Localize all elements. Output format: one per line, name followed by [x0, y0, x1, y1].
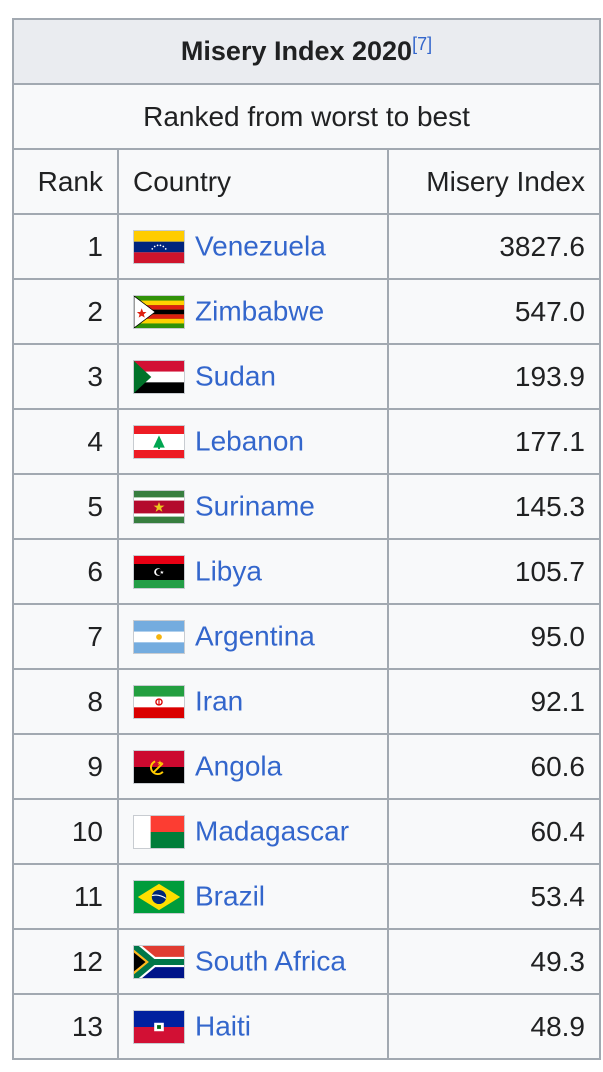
misery-index-table: Misery Index 2020[7] Ranked from worst t… [12, 18, 601, 1060]
header-country: Country [117, 148, 389, 215]
country-link[interactable]: Lebanon [195, 425, 305, 457]
suriname-flag-icon[interactable] [133, 489, 185, 524]
country-link[interactable]: Suriname [195, 490, 315, 522]
rank-cell: 7 [12, 603, 119, 670]
country-cell: Libya [117, 538, 389, 605]
table-row: 12 South Africa 49.3 [12, 928, 601, 995]
country-link[interactable]: Sudan [195, 360, 276, 392]
country-cell: Suriname [117, 473, 389, 540]
misery-index-cell: 193.9 [387, 343, 601, 410]
misery-index-cell: 177.1 [387, 408, 601, 475]
country-cell: South Africa [117, 928, 389, 995]
country-link[interactable]: Argentina [195, 620, 315, 652]
venezuela-flag-icon[interactable] [133, 229, 185, 264]
argentina-flag-icon[interactable] [133, 619, 185, 654]
table-row: 6 Libya 105.7 [12, 538, 601, 605]
misery-index-cell: 95.0 [387, 603, 601, 670]
table-caption-row: Misery Index 2020[7] [12, 18, 601, 85]
table-row: 7 Argentina 95.0 [12, 603, 601, 670]
misery-index-cell: 60.6 [387, 733, 601, 800]
table-row: 2 Zimbabwe 547.0 [12, 278, 601, 345]
misery-index-cell: 145.3 [387, 473, 601, 540]
misery-index-cell: 92.1 [387, 668, 601, 735]
table-row: 5 Suriname 145.3 [12, 473, 601, 540]
misery-index-cell: 3827.6 [387, 213, 601, 280]
table-subtitle: Ranked from worst to best [12, 83, 601, 150]
rank-cell: 4 [12, 408, 119, 475]
lebanon-flag-icon[interactable] [133, 424, 185, 459]
misery-index-cell: 53.4 [387, 863, 601, 930]
country-link[interactable]: Iran [195, 685, 244, 717]
table-title-cell: Misery Index 2020[7] [12, 18, 601, 85]
table-row: 3 Sudan 193.9 [12, 343, 601, 410]
header-rank: Rank [12, 148, 119, 215]
country-link[interactable]: Brazil [195, 880, 266, 912]
rank-cell: 1 [12, 213, 119, 280]
table-row: 1 Venezuela 3827.6 [12, 213, 601, 280]
madagascar-flag-icon[interactable] [133, 814, 185, 849]
table-row: 4 Lebanon 177.1 [12, 408, 601, 475]
rank-cell: 11 [12, 863, 119, 930]
rank-cell: 2 [12, 278, 119, 345]
misery-index-cell: 105.7 [387, 538, 601, 605]
rank-cell: 5 [12, 473, 119, 540]
country-cell: Zimbabwe [117, 278, 389, 345]
country-cell: Sudan [117, 343, 389, 410]
haiti-flag-icon[interactable] [133, 1009, 185, 1044]
table-row: 10 Madagascar 60.4 [12, 798, 601, 865]
country-link[interactable]: Haiti [195, 1010, 252, 1042]
south-africa-flag-icon[interactable] [133, 944, 185, 979]
country-cell: Venezuela [117, 213, 389, 280]
country-cell: Angola [117, 733, 389, 800]
country-cell: Brazil [117, 863, 389, 930]
rank-cell: 12 [12, 928, 119, 995]
country-cell: Haiti [117, 993, 389, 1060]
sudan-flag-icon[interactable] [133, 359, 185, 394]
header-misery-index: Misery Index [387, 148, 601, 215]
misery-index-cell: 547.0 [387, 278, 601, 345]
zimbabwe-flag-icon[interactable] [133, 294, 185, 329]
country-link[interactable]: Zimbabwe [195, 295, 325, 327]
country-cell: Argentina [117, 603, 389, 670]
country-cell: Iran [117, 668, 389, 735]
table-header-row: Rank Country Misery Index [12, 148, 601, 215]
rank-cell: 13 [12, 993, 119, 1060]
table-title: Misery Index 2020 [180, 36, 413, 66]
rank-cell: 10 [12, 798, 119, 865]
country-link[interactable]: Venezuela [195, 230, 326, 262]
rank-cell: 9 [12, 733, 119, 800]
iran-flag-icon[interactable] [133, 684, 185, 719]
brazil-flag-icon[interactable] [133, 879, 185, 914]
country-cell: Lebanon [117, 408, 389, 475]
country-link[interactable]: Madagascar [195, 815, 350, 847]
reference-link[interactable]: [7] [412, 34, 433, 54]
misery-index-cell: 60.4 [387, 798, 601, 865]
rank-cell: 8 [12, 668, 119, 735]
country-link[interactable]: South Africa [195, 945, 346, 977]
angola-flag-icon[interactable] [133, 749, 185, 784]
table-row: 13 Haiti 48.9 [12, 993, 601, 1060]
reference-sup: [7] [412, 34, 432, 54]
rank-cell: 6 [12, 538, 119, 605]
misery-index-cell: 49.3 [387, 928, 601, 995]
table-row: 11 Brazil 53.4 [12, 863, 601, 930]
country-link[interactable]: Libya [195, 555, 262, 587]
country-link[interactable]: Angola [195, 750, 283, 782]
table-row: 8 Iran 92.1 [12, 668, 601, 735]
country-cell: Madagascar [117, 798, 389, 865]
rank-cell: 3 [12, 343, 119, 410]
libya-flag-icon[interactable] [133, 554, 185, 589]
table-subtitle-row: Ranked from worst to best [12, 83, 601, 150]
table-row: 9 Angola 60.6 [12, 733, 601, 800]
misery-index-cell: 48.9 [387, 993, 601, 1060]
